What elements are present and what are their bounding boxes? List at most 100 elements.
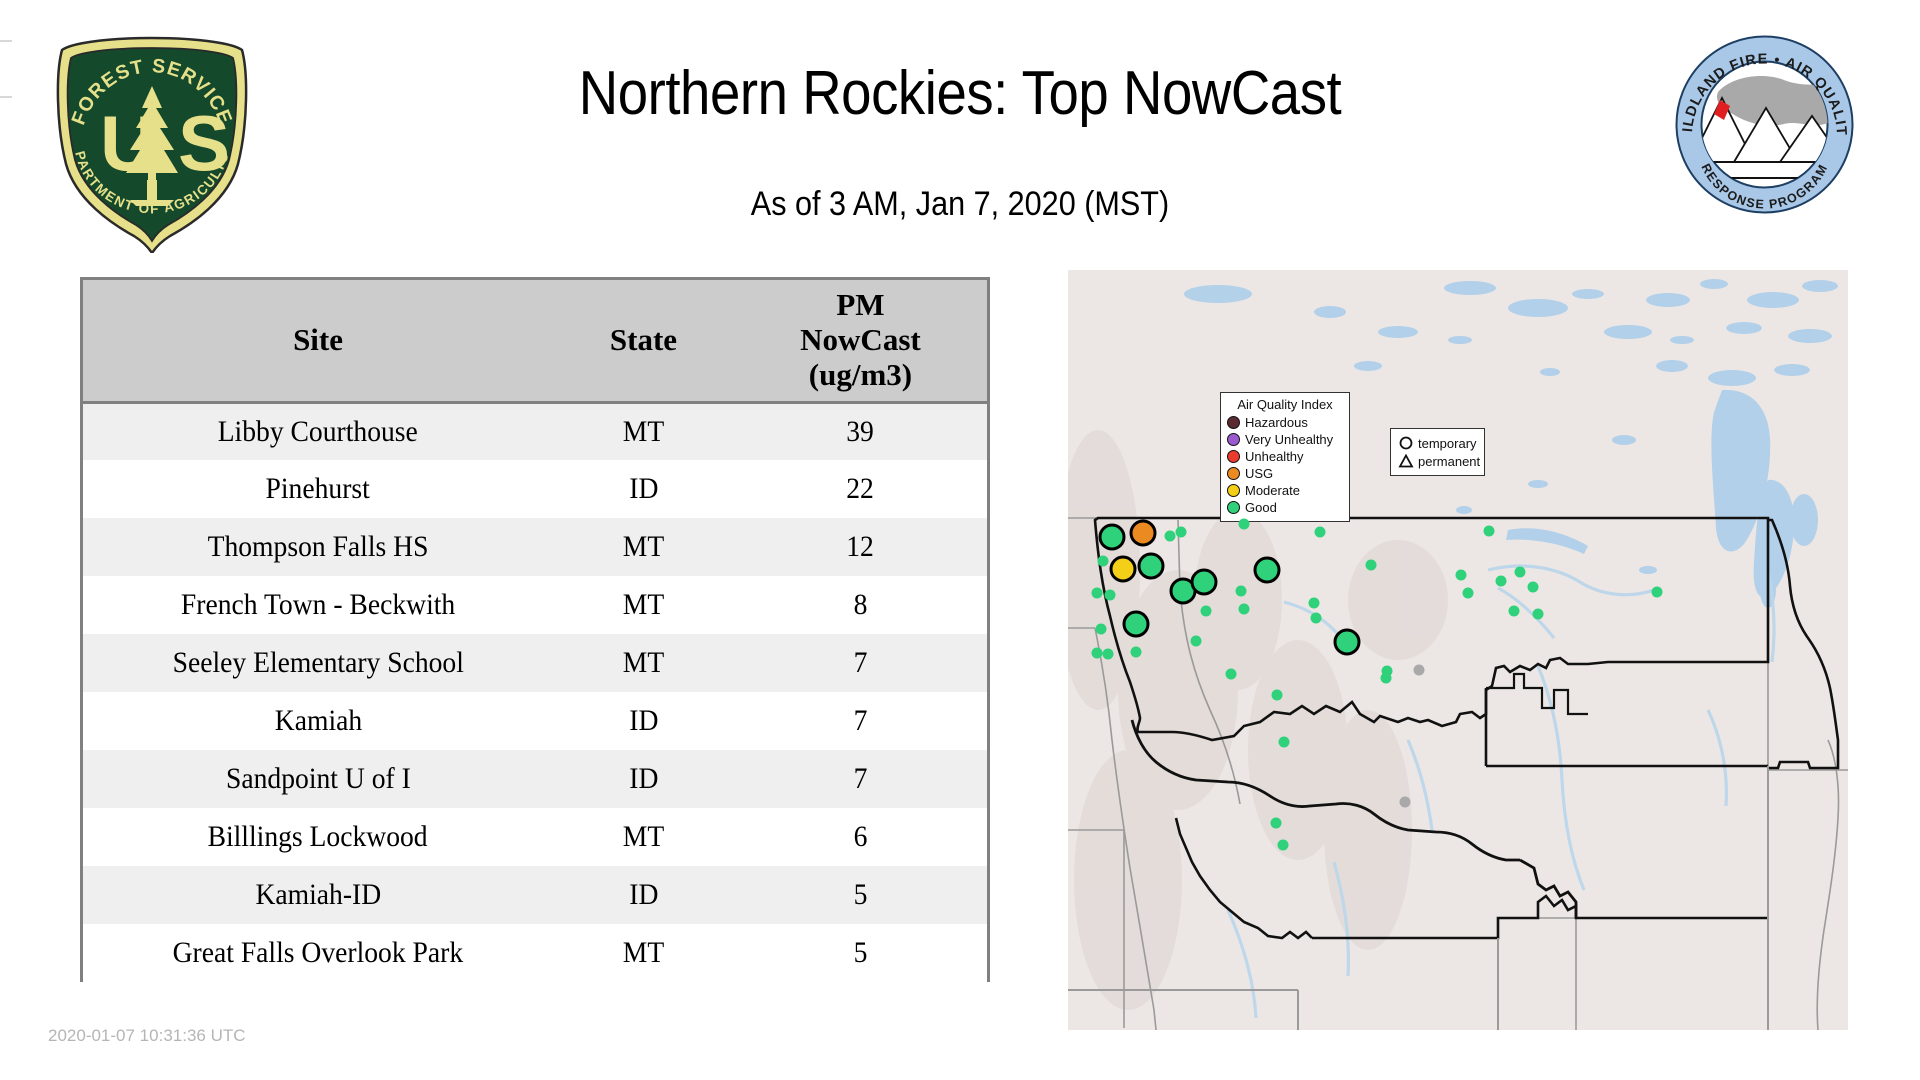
pm-cell: 6	[733, 808, 987, 866]
site-cell: Kamiah-ID	[83, 866, 554, 924]
edge-tick	[0, 40, 12, 42]
nowcast-table: Site State PM NowCast (ug/m3) Libby Cour…	[83, 280, 987, 982]
aqi-legend: Air Quality Index Hazardous Very Unhealth…	[1220, 392, 1350, 522]
site-cell: Sandpoint U of I	[83, 750, 554, 808]
mt-id-southern-border	[1130, 719, 1520, 862]
station-marker[interactable]	[1190, 635, 1202, 647]
station-marker[interactable]	[1314, 526, 1326, 538]
station-marker[interactable]	[1508, 605, 1520, 617]
station-marker[interactable]	[1235, 585, 1247, 597]
table-header-row: Site State PM NowCast (ug/m3)	[83, 280, 987, 404]
edge-tick	[0, 96, 12, 98]
station-marker[interactable]	[1104, 589, 1116, 601]
station-marker[interactable]	[1483, 525, 1495, 537]
station-marker[interactable]	[1462, 587, 1474, 599]
station-marker[interactable]	[1164, 530, 1176, 542]
legend-label-permanent: permanent	[1418, 453, 1481, 469]
station-marker[interactable]	[1651, 586, 1663, 598]
station-marker[interactable]	[1380, 672, 1392, 684]
generation-timestamp: 2020-01-07 10:31:36 UTC	[48, 1026, 246, 1045]
state-cell: ID	[553, 750, 734, 808]
station-marker[interactable]	[1091, 587, 1103, 599]
table-row: Great Falls Overlook Park MT 5	[83, 924, 987, 982]
station-marker-highlighted[interactable]	[1137, 552, 1165, 580]
station-marker[interactable]	[1225, 668, 1237, 680]
state-cell: ID	[553, 460, 734, 518]
station-marker-highlighted[interactable]	[1122, 610, 1150, 638]
station-marker[interactable]	[1365, 559, 1377, 571]
flame-icon	[1714, 100, 1730, 120]
station-marker[interactable]	[1514, 566, 1526, 578]
station-marker[interactable]	[1238, 518, 1250, 530]
station-marker[interactable]	[1310, 612, 1322, 624]
rivers	[1226, 564, 1776, 1019]
station-marker[interactable]	[1277, 839, 1289, 851]
pm-cell: 22	[733, 460, 987, 518]
aqi-color-swatch	[1227, 467, 1240, 480]
station-marker[interactable]	[1532, 608, 1544, 620]
table-row: Libby Courthouse MT 39	[83, 402, 987, 460]
station-marker[interactable]	[1097, 555, 1109, 567]
aqi-color-swatch	[1227, 484, 1240, 497]
smoke-plume-icon	[1717, 76, 1828, 126]
station-marker[interactable]	[1200, 605, 1212, 617]
state-cell: MT	[553, 402, 734, 460]
table-row: Seeley Elementary School MT 7	[83, 634, 987, 692]
station-marker-highlighted[interactable]	[1098, 523, 1126, 551]
station-marker[interactable]	[1308, 597, 1320, 609]
table-row: Billlings Lockwood MT 6	[83, 808, 987, 866]
station-marker-highlighted[interactable]	[1190, 568, 1218, 596]
site-cell: Seeley Elementary School	[83, 634, 554, 692]
table-row: French Town - Beckwith MT 8	[83, 576, 987, 634]
column-header-state: State	[553, 280, 734, 404]
page-title: Northern Rockies: Top NowCast	[578, 59, 1342, 128]
site-cell: Pinehurst	[83, 460, 554, 518]
station-marker-highlighted[interactable]	[1333, 628, 1361, 656]
station-marker-highlighted[interactable]	[1253, 556, 1281, 584]
station-marker[interactable]	[1175, 526, 1187, 538]
station-marker[interactable]	[1270, 817, 1282, 829]
station-marker[interactable]	[1271, 689, 1283, 701]
marker-type-legend: temporary permanent	[1390, 428, 1485, 476]
page-subtitle: As of 3 AM, Jan 7, 2020 (MST)	[750, 185, 1170, 223]
aqi-legend-row: USG	[1227, 465, 1343, 482]
air-quality-map[interactable]: Air Quality Index Hazardous Very Unhealth…	[1068, 270, 1848, 1030]
mt-wy-corner-border	[1519, 858, 1578, 918]
station-marker[interactable]	[1527, 581, 1539, 593]
aqi-legend-row: Hazardous	[1227, 414, 1343, 431]
station-marker-highlighted[interactable]	[1109, 555, 1137, 583]
station-marker[interactable]	[1095, 623, 1107, 635]
pm-header-line3: (ug/m3)	[808, 356, 913, 392]
station-marker[interactable]	[1130, 646, 1142, 658]
aqi-legend-row: Good	[1227, 499, 1343, 516]
station-marker[interactable]	[1278, 736, 1290, 748]
aqi-color-swatch	[1227, 501, 1240, 514]
aqi-legend-row: Very Unhealthy	[1227, 431, 1343, 448]
state-cell: MT	[553, 576, 734, 634]
station-marker[interactable]	[1091, 647, 1103, 659]
station-marker[interactable]	[1495, 575, 1507, 587]
station-marker-highlighted[interactable]	[1129, 519, 1157, 547]
station-marker[interactable]	[1102, 648, 1114, 660]
reservation-outline	[1486, 672, 1588, 716]
pm-cell: 5	[733, 866, 987, 924]
aqi-legend-label: Very Unhealthy	[1245, 432, 1334, 447]
pm-cell: 12	[733, 518, 987, 576]
site-cell: Kamiah	[83, 692, 554, 750]
aqi-color-swatch	[1227, 450, 1240, 463]
station-marker[interactable]	[1413, 664, 1425, 676]
pm-cell: 7	[733, 750, 987, 808]
usfs-shield-logo: FOREST SERVICE DEPARTMENT OF AGRICULTURE…	[52, 28, 252, 253]
north-dakota-east-border	[1768, 518, 1840, 770]
water-bodies	[1184, 279, 1838, 608]
station-marker[interactable]	[1238, 603, 1250, 615]
nowcast-table-container: Site State PM NowCast (ug/m3) Libby Cour…	[80, 277, 990, 982]
station-marker[interactable]	[1399, 796, 1411, 808]
column-header-pm-nowcast: PM NowCast (ug/m3)	[733, 280, 987, 404]
table-row: Kamiah ID 7	[83, 692, 987, 750]
station-marker[interactable]	[1455, 569, 1467, 581]
aqi-color-swatch	[1227, 433, 1240, 446]
station-marker[interactable]	[1381, 665, 1393, 677]
legend-row-temporary: temporary	[1398, 434, 1477, 452]
aqi-legend-label: Unhealthy	[1245, 449, 1304, 464]
